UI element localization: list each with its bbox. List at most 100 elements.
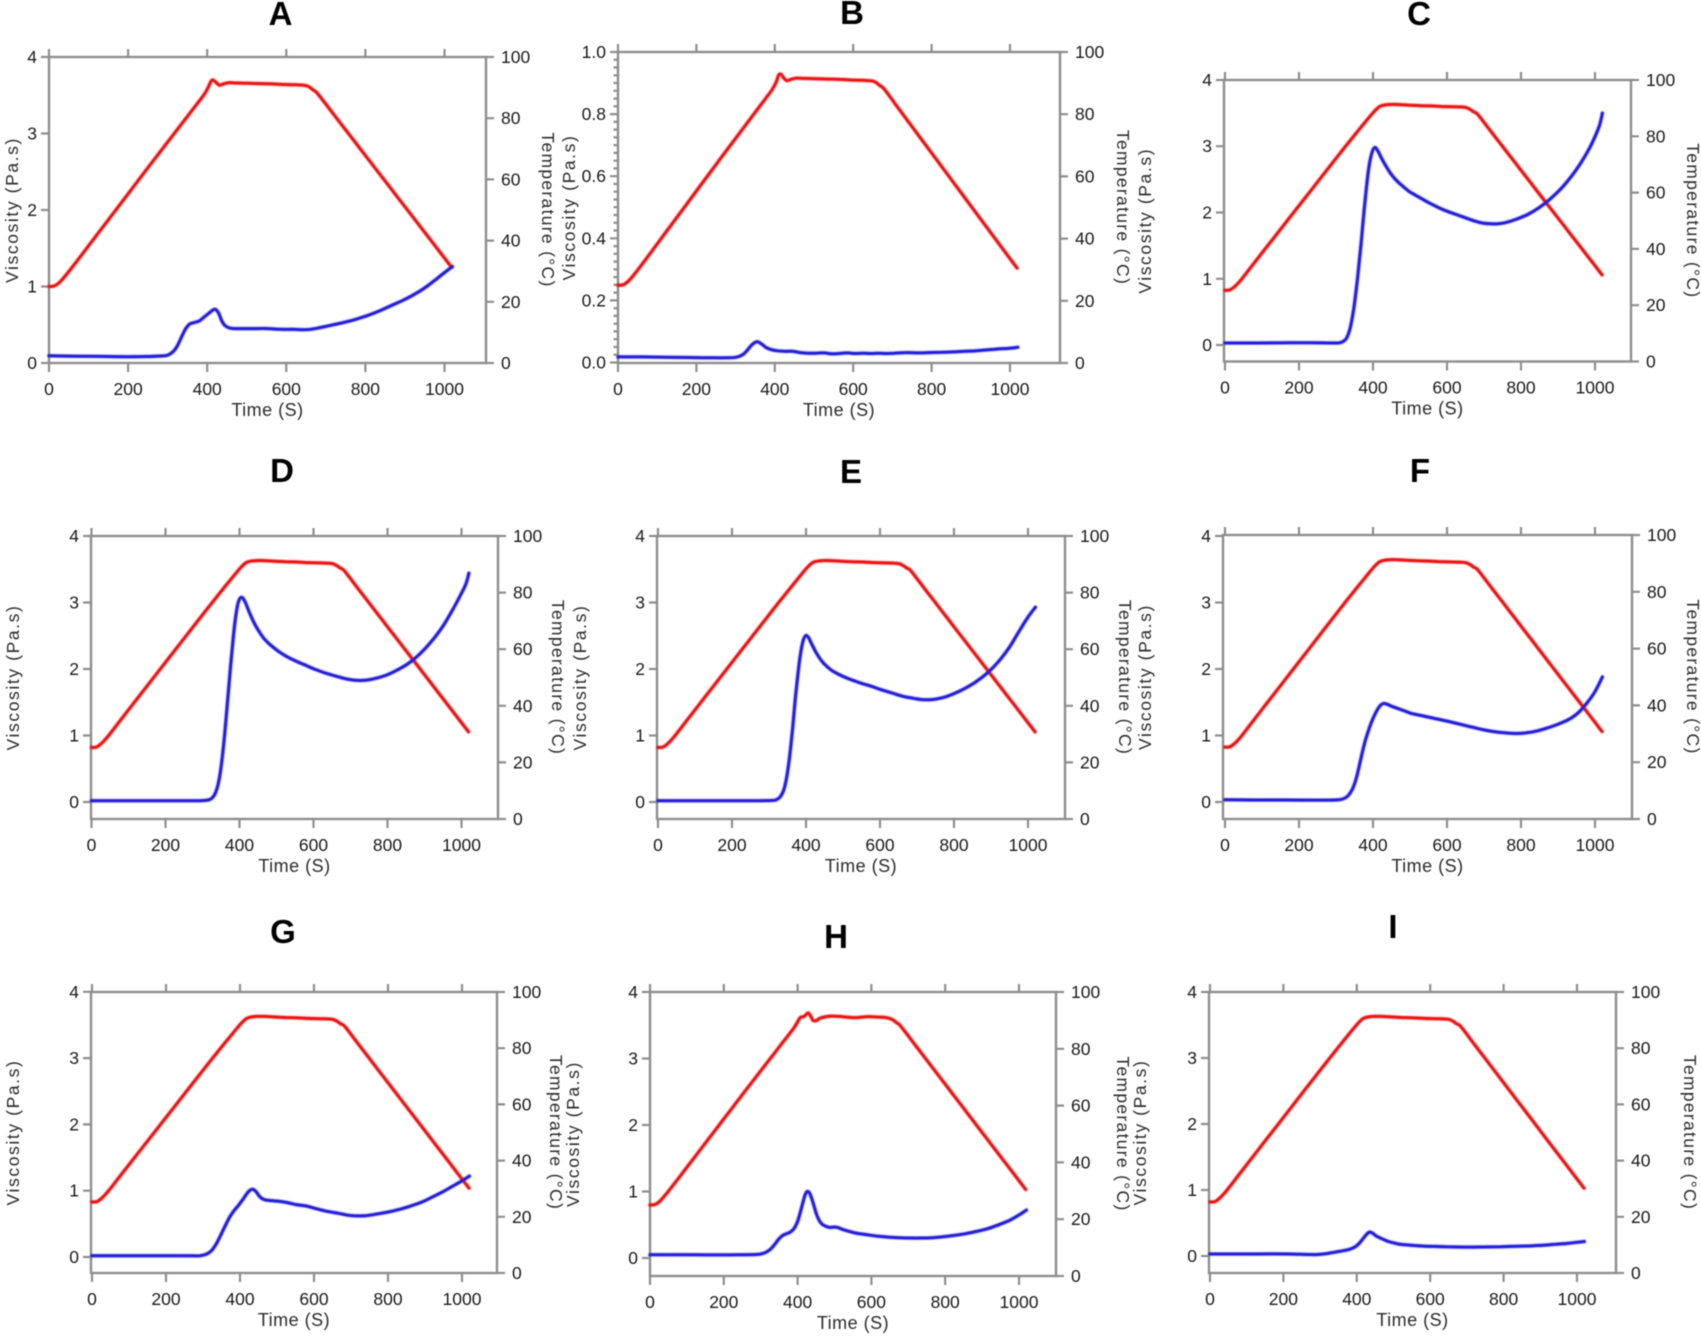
svg-text:Time (S): Time (S) — [1391, 399, 1463, 419]
svg-text:600: 600 — [299, 1289, 328, 1309]
svg-text:200: 200 — [682, 379, 711, 399]
svg-text:Time (S): Time (S) — [258, 1310, 330, 1330]
svg-text:100: 100 — [1071, 982, 1100, 1002]
svg-text:1: 1 — [69, 1181, 79, 1201]
svg-text:0.6: 0.6 — [582, 166, 606, 186]
svg-text:200: 200 — [1284, 378, 1313, 398]
svg-text:0: 0 — [613, 379, 623, 399]
svg-text:800: 800 — [1506, 378, 1535, 398]
svg-text:20: 20 — [1646, 295, 1666, 315]
svg-text:40: 40 — [1080, 696, 1100, 716]
svg-text:Temperature (°C): Temperature (°C) — [548, 600, 568, 755]
svg-text:1: 1 — [628, 1182, 638, 1202]
svg-text:60: 60 — [1075, 166, 1095, 186]
svg-text:1: 1 — [69, 726, 79, 746]
svg-text:1000: 1000 — [442, 835, 481, 855]
svg-text:Viscosity (Pa.s): Viscosity (Pa.s) — [1130, 1060, 1150, 1206]
svg-text:0: 0 — [1220, 835, 1230, 855]
svg-text:0: 0 — [1646, 352, 1656, 372]
svg-text:800: 800 — [373, 1289, 402, 1309]
svg-text:60: 60 — [1631, 1094, 1651, 1114]
svg-text:40: 40 — [501, 231, 521, 251]
svg-text:400: 400 — [783, 1292, 812, 1312]
svg-text:E: E — [840, 453, 862, 490]
svg-text:1000: 1000 — [1576, 378, 1615, 398]
svg-text:600: 600 — [1432, 378, 1461, 398]
svg-text:80: 80 — [513, 583, 533, 603]
svg-text:3: 3 — [635, 593, 645, 613]
svg-text:Time (S): Time (S) — [1391, 856, 1463, 876]
svg-text:2: 2 — [635, 659, 645, 679]
svg-text:600: 600 — [299, 835, 328, 855]
svg-text:1000: 1000 — [425, 379, 464, 399]
svg-text:40: 40 — [1071, 1152, 1091, 1172]
svg-text:200: 200 — [1269, 1289, 1298, 1309]
svg-text:Viscosity (Pa.s): Viscosity (Pa.s) — [1135, 604, 1155, 750]
svg-text:F: F — [1410, 452, 1430, 489]
svg-text:100: 100 — [501, 47, 530, 67]
svg-text:2: 2 — [69, 659, 79, 679]
svg-text:4: 4 — [1202, 70, 1212, 90]
svg-text:Temperature (°C): Temperature (°C) — [538, 132, 558, 287]
svg-text:1.0: 1.0 — [582, 42, 607, 62]
svg-text:20: 20 — [1075, 291, 1095, 311]
svg-text:2: 2 — [1202, 203, 1212, 223]
svg-text:40: 40 — [513, 696, 533, 716]
svg-text:400: 400 — [1358, 835, 1387, 855]
svg-text:1: 1 — [1202, 269, 1212, 289]
svg-text:200: 200 — [151, 835, 180, 855]
svg-text:0: 0 — [87, 835, 97, 855]
svg-text:100: 100 — [1080, 526, 1109, 546]
svg-text:4: 4 — [69, 526, 79, 546]
svg-text:3: 3 — [1201, 593, 1211, 613]
svg-text:2: 2 — [628, 1115, 638, 1135]
svg-text:1: 1 — [635, 726, 645, 746]
svg-text:20: 20 — [1071, 1209, 1091, 1229]
svg-text:Temperature (°C): Temperature (°C) — [546, 1055, 566, 1210]
svg-text:Viscosity (Pa.s): Viscosity (Pa.s) — [570, 605, 590, 751]
svg-text:0: 0 — [1631, 1263, 1641, 1283]
svg-text:0: 0 — [1220, 378, 1230, 398]
svg-text:800: 800 — [351, 379, 380, 399]
svg-text:Temperature (°C): Temperature (°C) — [1113, 1056, 1133, 1211]
svg-text:100: 100 — [512, 982, 541, 1002]
svg-text:C: C — [1407, 0, 1431, 32]
svg-text:0.8: 0.8 — [582, 104, 606, 124]
svg-text:0: 0 — [1201, 792, 1211, 812]
svg-text:1: 1 — [1201, 726, 1211, 746]
svg-text:600: 600 — [1416, 1289, 1445, 1309]
svg-text:400: 400 — [791, 835, 820, 855]
svg-text:20: 20 — [513, 752, 533, 772]
svg-text:G: G — [270, 913, 296, 950]
svg-text:Time (S): Time (S) — [1376, 1310, 1448, 1330]
svg-text:20: 20 — [1080, 752, 1100, 772]
svg-text:20: 20 — [1647, 752, 1667, 772]
svg-text:Viscosity (Pa.s): Viscosity (Pa.s) — [3, 1060, 23, 1206]
svg-text:0.2: 0.2 — [582, 290, 606, 310]
svg-text:1000: 1000 — [1000, 1292, 1039, 1312]
svg-text:400: 400 — [225, 835, 254, 855]
svg-text:60: 60 — [1080, 639, 1100, 659]
svg-text:3: 3 — [69, 1048, 79, 1068]
svg-text:800: 800 — [1506, 835, 1535, 855]
svg-text:600: 600 — [865, 835, 894, 855]
svg-text:3: 3 — [628, 1049, 638, 1069]
svg-text:2: 2 — [27, 200, 37, 220]
svg-text:2: 2 — [1201, 659, 1211, 679]
svg-text:200: 200 — [717, 835, 746, 855]
svg-text:0: 0 — [653, 835, 663, 855]
svg-text:100: 100 — [1647, 525, 1676, 545]
svg-text:Time (S): Time (S) — [258, 856, 330, 876]
svg-text:80: 80 — [1071, 1039, 1091, 1059]
svg-text:0.0: 0.0 — [582, 353, 607, 373]
svg-text:2: 2 — [1187, 1114, 1197, 1134]
svg-text:400: 400 — [760, 379, 789, 399]
svg-text:0.4: 0.4 — [582, 228, 607, 248]
svg-text:400: 400 — [225, 1289, 254, 1309]
svg-text:H: H — [824, 918, 848, 955]
svg-text:800: 800 — [917, 379, 946, 399]
svg-text:0: 0 — [1647, 809, 1657, 829]
svg-text:D: D — [270, 452, 294, 489]
svg-text:20: 20 — [501, 292, 521, 312]
svg-text:600: 600 — [857, 1292, 886, 1312]
